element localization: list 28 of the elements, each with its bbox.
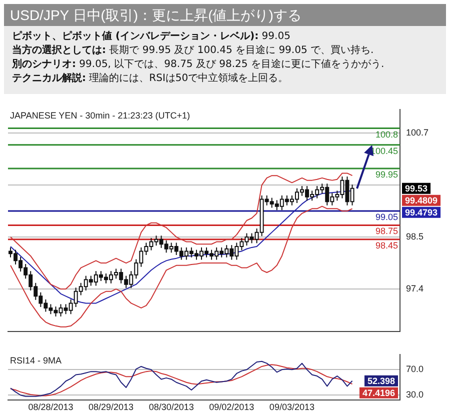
chart-title: RSI14 - 9MA: [10, 355, 62, 366]
annotation: 52.398: [367, 376, 396, 386]
text: 当方の選択としては: 長期で 99.95 及び 100.45 を目途に 99.05 で、買い持ち.: [12, 44, 375, 58]
y-tick-label: 70.0: [406, 364, 424, 374]
text: 別のシナリオ: 99.05, 以下では、98.75 及び 98.25 を目途に更に下値をうかがう.: [12, 58, 386, 72]
text: 99.4793: [405, 207, 438, 218]
text: テクニカル解説: 理論的には、RSIは50で中立領域を上回る。: [12, 72, 290, 86]
ref-line-label: 100.45: [370, 146, 398, 156]
x-tick-label: 08/29/2013: [88, 402, 134, 412]
text: 99.4809: [405, 195, 438, 206]
chart-subtitle: JAPANESE YEN - 30min - 21:23:23 (UTC+1): [10, 110, 190, 120]
ref-line-label: 98.75: [375, 226, 398, 236]
annotation: 47.4196: [362, 388, 396, 398]
annotation: 99.53: [405, 183, 428, 194]
y-tick-label: 98.5: [406, 232, 424, 242]
ref-line-label: 98.45: [375, 240, 398, 250]
y-tick-label: 30.0: [406, 390, 424, 400]
y-tick-label: 97.4: [406, 284, 424, 294]
chart-title: USD/JPY 日中(取引)：更に上昇(値上がり)する: [4, 4, 446, 26]
x-tick-label: 08/28/2013: [28, 402, 74, 412]
text: ピボット、ピボット値 (インバレデーション・レベル): 99.05: [12, 30, 292, 44]
x-tick-label: 08/30/2013: [148, 402, 194, 412]
ref-line-label: 100.8: [375, 129, 398, 140]
ref-line-label: 99.95: [375, 169, 398, 180]
y-tick-label: 100.7: [406, 128, 429, 138]
x-tick-label: 09/02/2013: [209, 402, 254, 412]
x-tick-label: 09/03/2013: [269, 402, 314, 412]
ref-line-label: 99.05: [375, 212, 398, 222]
